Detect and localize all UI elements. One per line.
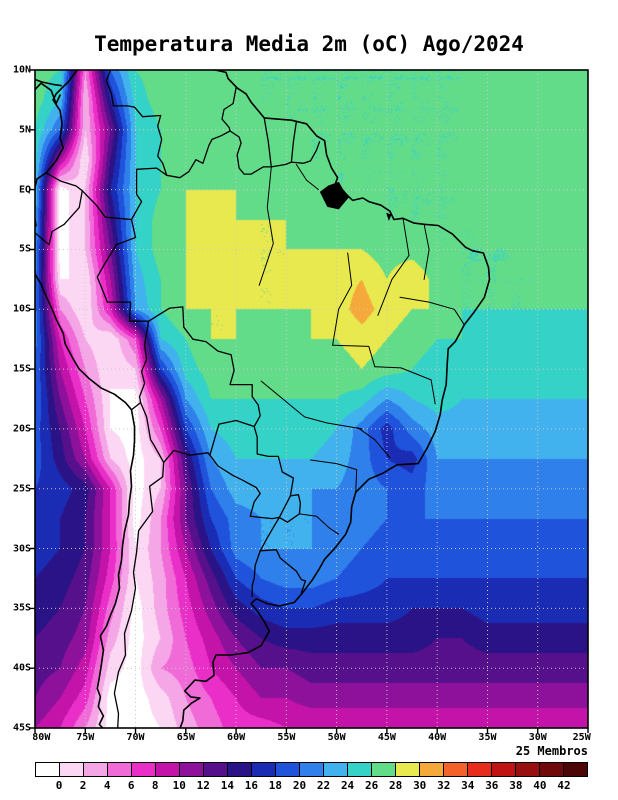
colorbar	[35, 762, 588, 777]
colorbar-tick-label: 6	[127, 779, 135, 792]
colorbar-tick-label: 12	[196, 779, 210, 792]
colorbar-segment	[492, 763, 516, 776]
colorbar-tick-label: 16	[244, 779, 259, 792]
colorbar-segment	[108, 763, 132, 776]
lon-tick-label: 65W	[176, 732, 195, 743]
lon-tick-label: 55W	[277, 732, 296, 743]
lat-tick-label: 45S	[12, 722, 31, 734]
colorbar-segment	[132, 763, 156, 776]
lat-tick-label: 35S	[12, 602, 31, 614]
colorbar-tick-label: 28	[389, 779, 403, 792]
colorbar-segment	[84, 763, 108, 776]
colorbar-tick-label: 38	[509, 779, 523, 792]
lat-tick-label: 10N	[12, 64, 31, 76]
colorbar-tick-label: 2	[79, 779, 87, 792]
lon-tick-label: 75W	[76, 732, 95, 743]
colorbar-tick-label: 42	[557, 779, 571, 792]
lat-tick-label: 5N	[18, 124, 31, 136]
colorbar-tick-label: 18	[268, 779, 283, 792]
colorbar-segment	[516, 763, 540, 776]
lon-tick-label: 80W	[32, 732, 51, 743]
lat-tick-label: 15S	[12, 363, 31, 375]
lon-tick-label: 25W	[572, 732, 591, 743]
colorbar-segment	[420, 763, 444, 776]
colorbar-segment	[156, 763, 180, 776]
ensemble-count-label: 25 Membros	[515, 744, 588, 758]
lat-tick-label: 20S	[12, 423, 31, 435]
lon-tick-label: 40W	[428, 732, 447, 743]
lon-tick-label: 35W	[478, 732, 497, 743]
colorbar-tick-label: 30	[413, 779, 427, 792]
lat-tick-label: 10S	[12, 303, 31, 315]
lat-tick-label: 25S	[12, 483, 31, 495]
colorbar-tick-label: 40	[533, 779, 547, 792]
colorbar-segment	[444, 763, 468, 776]
colorbar-tick-label: 34	[461, 779, 475, 792]
lat-tick-label: 40S	[12, 662, 31, 674]
lon-tick-label: 60W	[227, 732, 246, 743]
page-title: Temperatura Media 2m (oC) Ago/2024	[94, 32, 524, 56]
colorbar-tick-label: 8	[151, 779, 159, 792]
colorbar-tick-label: 4	[103, 779, 111, 792]
colorbar-segment	[252, 763, 276, 776]
colorbar-tick-label: 26	[364, 779, 379, 792]
lon-tick-label: 30W	[528, 732, 547, 743]
colorbar-tick-label: 36	[485, 779, 499, 792]
lon-tick-label: 70W	[126, 732, 145, 743]
lon-tick-label: 45W	[377, 732, 396, 743]
lat-tick-label: 30S	[12, 543, 31, 555]
colorbar-segment	[324, 763, 348, 776]
colorbar-tick-label: 20	[292, 779, 307, 792]
colorbar-tick-label: 0	[55, 779, 63, 792]
colorbar-segment	[60, 763, 84, 776]
colorbar-segment	[348, 763, 372, 776]
colorbar-tick-label: 22	[316, 779, 331, 792]
lon-tick-label: 50W	[327, 732, 346, 743]
colorbar-segment	[180, 763, 204, 776]
colorbar-segment	[564, 763, 587, 776]
colorbar-segment	[276, 763, 300, 776]
colorbar-segment	[396, 763, 420, 776]
colorbar-tick-labels: 0 2 4 6 8 10 12 14 16 18 20 22 24 26 28 30 32 34 36 38 40 42	[35, 779, 588, 793]
colorbar-segment	[540, 763, 564, 776]
colorbar-segment	[468, 763, 492, 776]
colorbar-segment	[36, 763, 60, 776]
lat-tick-label: EQ	[18, 184, 31, 196]
colorbar-segment	[300, 763, 324, 776]
colorbar-segment	[204, 763, 228, 776]
colorbar-segment	[372, 763, 396, 776]
colorbar-tick-label: 10	[172, 779, 186, 792]
colorbar-tick-label: 14	[220, 779, 234, 792]
colorbar-tick-label: 24	[340, 779, 355, 792]
colorbar-tick-label: 32	[437, 779, 451, 792]
colorbar-segment	[228, 763, 252, 776]
temperature-heatmap	[35, 70, 588, 728]
lat-tick-label: 5S	[18, 243, 31, 255]
